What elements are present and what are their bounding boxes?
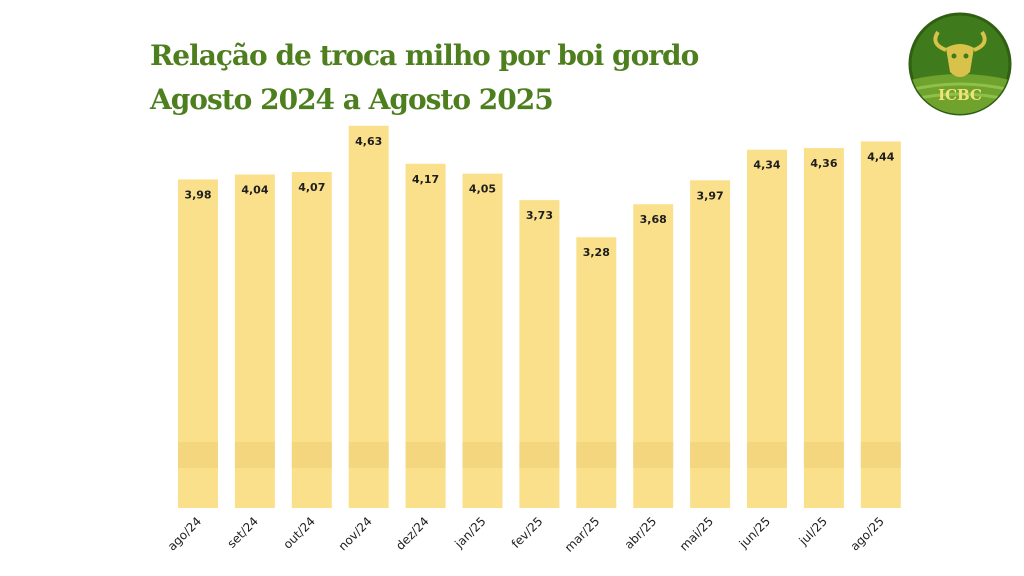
title-line-1: Relação de troca milho por boi gordo [150,39,699,72]
bar-value-label: 4,05 [469,183,496,196]
bar-dez-24 [405,163,446,509]
x-tick-label: nov/24 [336,514,375,553]
x-tick-label: out/24 [280,514,317,551]
x-tick-label: ago/25 [848,514,887,553]
bar-reflection [747,442,787,468]
bar-reflection [803,442,844,468]
bar-value-label: 3,68 [640,213,667,226]
bar-mai-25 [690,180,731,508]
bar-value-label: 4,36 [810,157,837,170]
bar-out-24 [291,172,332,508]
bar-value-label: 3,28 [583,246,610,259]
bar-reflection [860,442,901,468]
x-tick-label: set/24 [224,514,261,551]
x-axis-tick-labels: ago/24 set/24 out/24 nov/24 dez/24 jan/25 fev/… [165,514,887,555]
bar-value-labels: 3,98 4,04 4,07 4,63 4,17 4,05 3,73 3,28 3,68 3,97… [184,135,894,259]
bar-reflection [633,442,674,468]
bar-set-24 [234,174,275,508]
bar-value-label: 4,04 [241,183,268,196]
bar-reflection [462,442,503,468]
bar-nov-24 [348,125,389,509]
bar-value-label: 3,97 [697,189,724,202]
logo-text: ICBC [938,86,982,104]
x-tick-label: ago/24 [165,514,204,553]
bar-reflection [348,442,389,468]
x-tick-label: fev/25 [509,514,546,551]
bar-value-label: 3,73 [526,209,553,222]
bars-group [178,125,901,509]
bar-value-label: 4,44 [867,150,894,163]
bar-value-label: 4,34 [753,159,780,172]
bar-ago-25 [860,141,901,508]
x-tick-label: mar/25 [562,514,603,555]
bar-value-label: 4,17 [412,173,439,186]
bar-jun-25 [747,149,787,508]
bar-value-label: 3,98 [184,188,211,201]
icbc-logo: ICBC [906,10,1014,118]
chart-title: Relação de troca milho por boi gordo Ago… [150,34,699,122]
bar-value-label: 4,07 [298,181,325,194]
x-tick-label: jul/25 [796,514,830,548]
title-line-2: Agosto 2024 a Agosto 2025 [150,83,554,116]
x-tick-label: dez/24 [393,514,432,553]
bar-reflection [405,442,446,468]
x-tick-label: mai/25 [677,514,716,553]
bar-fev-25 [519,200,560,508]
bar-reflection [234,442,275,468]
bar-reflection [576,442,617,468]
x-tick-label: abr/25 [622,514,660,552]
bar-jul-25 [803,148,844,508]
bar-abr-25 [633,204,674,508]
bar-mar-25 [576,237,617,508]
bar-value-label: 4,63 [355,135,382,148]
bar-reflection [519,442,560,468]
x-tick-label: jan/25 [451,514,488,551]
bar-reflection [291,442,332,468]
bull-head-icon [933,30,987,77]
bar-ago-24 [178,179,218,508]
bar-jan-25 [462,173,503,508]
x-tick-label: jun/25 [736,514,773,551]
bar-reflection [690,442,731,468]
bar-reflection [178,442,218,468]
